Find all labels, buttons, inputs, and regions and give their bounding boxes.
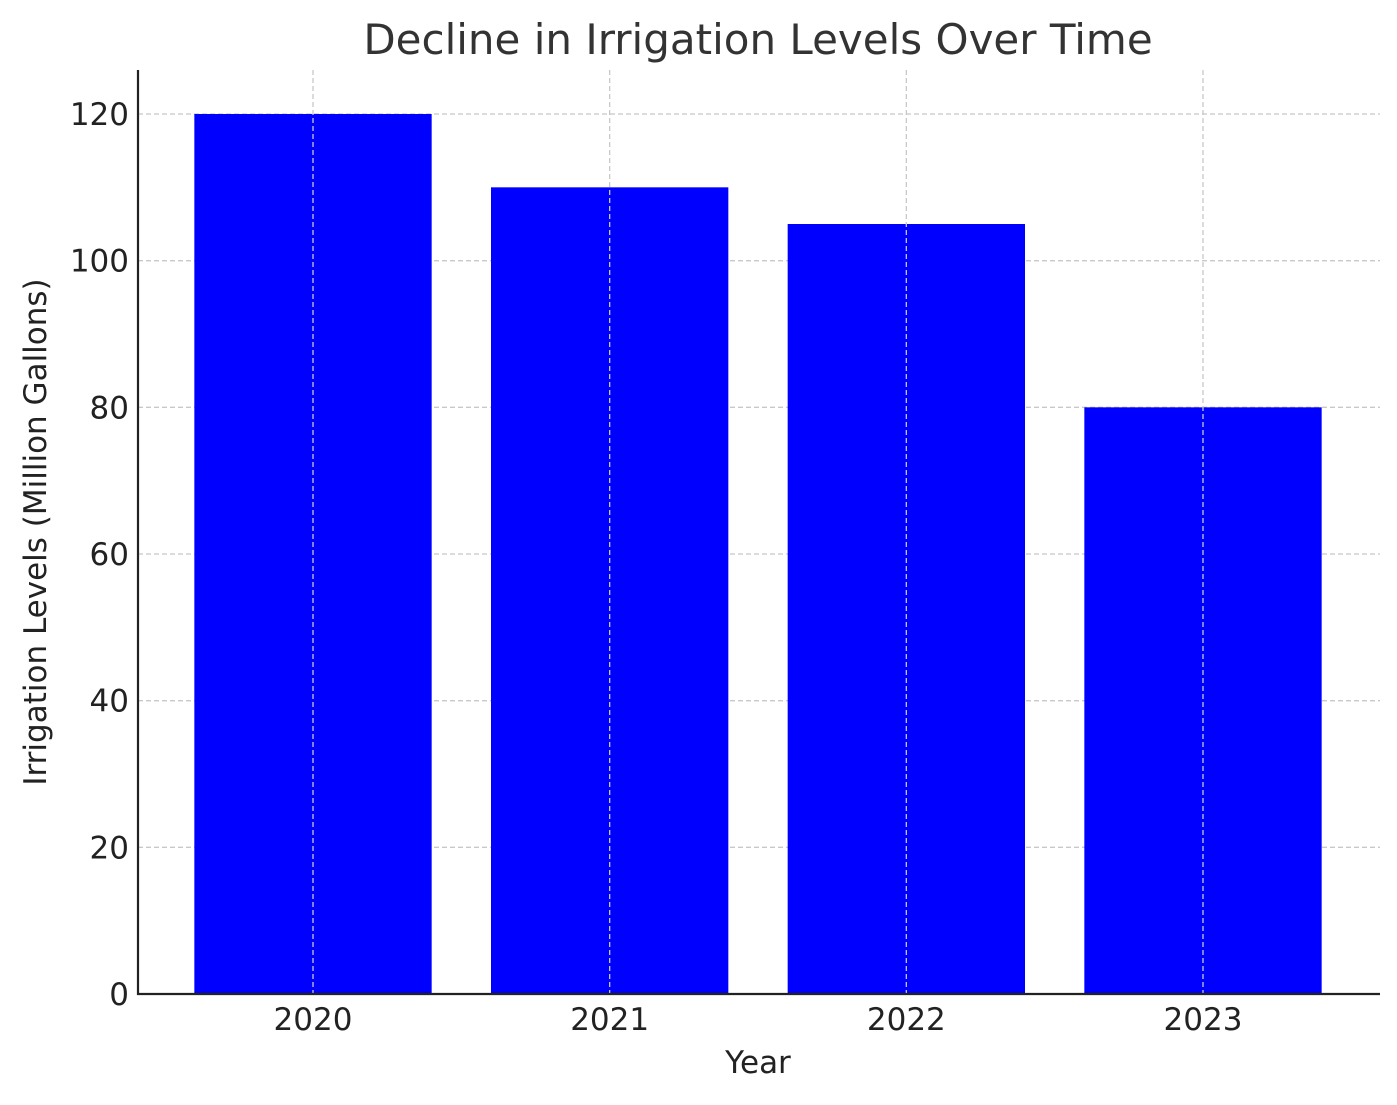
x-tick-label: 2021	[570, 1002, 649, 1038]
axes-layer	[136, 70, 1380, 996]
y-tick-label: 80	[90, 390, 129, 426]
y-axis-label: Irrigation Levels (Million Gallons)	[18, 278, 54, 785]
x-axis-label: Year	[724, 1045, 791, 1081]
y-tick-label: 20	[90, 830, 129, 866]
chart-title: Decline in Irrigation Levels Over Time	[363, 15, 1152, 64]
x-tick-label: 2020	[274, 1002, 353, 1038]
x-tick-label: 2023	[1164, 1002, 1243, 1038]
x-tick-label: 2022	[867, 1002, 946, 1038]
y-tick-label: 0	[109, 977, 129, 1013]
y-tick-label: 40	[90, 684, 129, 720]
y-tick-label: 60	[90, 537, 129, 573]
y-tick-label: 100	[70, 244, 129, 280]
x-ticks-layer: 2020 2021 2022 2023	[274, 1002, 1243, 1038]
vertical-grid-layer	[312, 70, 1204, 994]
y-tick-label: 120	[70, 97, 129, 133]
y-ticks-layer: 0 20 40 60 80 100 120	[70, 97, 129, 1013]
